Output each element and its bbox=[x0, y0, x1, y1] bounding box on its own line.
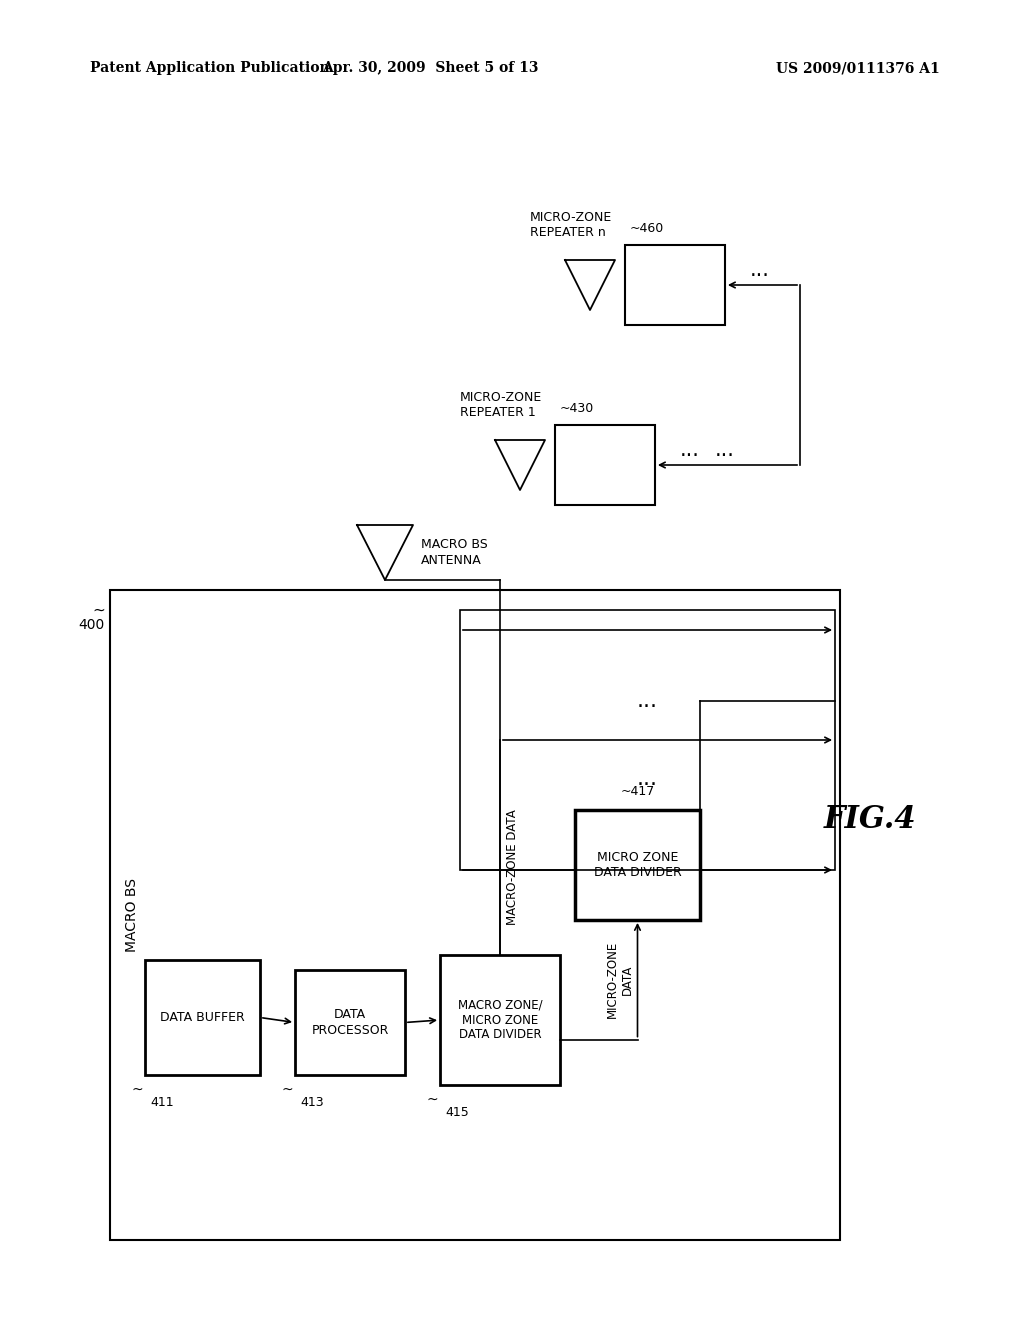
Text: US 2009/0111376 A1: US 2009/0111376 A1 bbox=[776, 61, 940, 75]
Text: ...: ... bbox=[680, 440, 700, 459]
Text: MACRO ZONE/
MICRO ZONE
DATA DIVIDER: MACRO ZONE/ MICRO ZONE DATA DIVIDER bbox=[458, 998, 543, 1041]
Bar bbox=[440, 954, 560, 1085]
Text: 411: 411 bbox=[150, 1097, 174, 1110]
Bar bbox=[555, 425, 655, 506]
Text: MACRO BS
ANTENNA: MACRO BS ANTENNA bbox=[421, 539, 487, 566]
Text: Patent Application Publication: Patent Application Publication bbox=[90, 61, 330, 75]
Text: ~: ~ bbox=[282, 1082, 293, 1097]
Text: ~: ~ bbox=[92, 602, 105, 618]
Text: ~: ~ bbox=[131, 1082, 143, 1097]
Bar bbox=[145, 960, 260, 1074]
Text: ...: ... bbox=[750, 260, 770, 280]
Bar bbox=[575, 810, 700, 920]
Text: ~430: ~430 bbox=[560, 403, 594, 414]
Text: ~: ~ bbox=[426, 1093, 438, 1107]
Text: DATA
PROCESSOR: DATA PROCESSOR bbox=[311, 1008, 389, 1036]
Text: Apr. 30, 2009  Sheet 5 of 13: Apr. 30, 2009 Sheet 5 of 13 bbox=[322, 61, 539, 75]
Text: MICRO-ZONE
REPEATER n: MICRO-ZONE REPEATER n bbox=[530, 211, 612, 239]
Text: 413: 413 bbox=[300, 1097, 324, 1110]
Text: ~417: ~417 bbox=[621, 785, 654, 799]
Text: FIG.4: FIG.4 bbox=[823, 804, 916, 836]
Bar bbox=[625, 246, 725, 325]
Text: ...: ... bbox=[637, 690, 658, 711]
Text: ~460: ~460 bbox=[630, 222, 665, 235]
Text: MACRO-ZONE DATA: MACRO-ZONE DATA bbox=[506, 809, 518, 925]
Bar bbox=[110, 590, 840, 1239]
Bar bbox=[295, 970, 406, 1074]
Text: 415: 415 bbox=[445, 1106, 469, 1119]
Text: MICRO ZONE
DATA DIVIDER: MICRO ZONE DATA DIVIDER bbox=[594, 851, 681, 879]
Text: ...: ... bbox=[715, 440, 735, 459]
Text: MACRO BS: MACRO BS bbox=[125, 878, 139, 952]
Text: ...: ... bbox=[637, 770, 658, 789]
Text: DATA BUFFER: DATA BUFFER bbox=[160, 1011, 245, 1024]
Text: MICRO-ZONE
REPEATER 1: MICRO-ZONE REPEATER 1 bbox=[460, 391, 543, 418]
Text: 400: 400 bbox=[79, 618, 105, 632]
Text: MICRO-ZONE
DATA: MICRO-ZONE DATA bbox=[605, 941, 634, 1018]
Bar bbox=[460, 610, 835, 870]
